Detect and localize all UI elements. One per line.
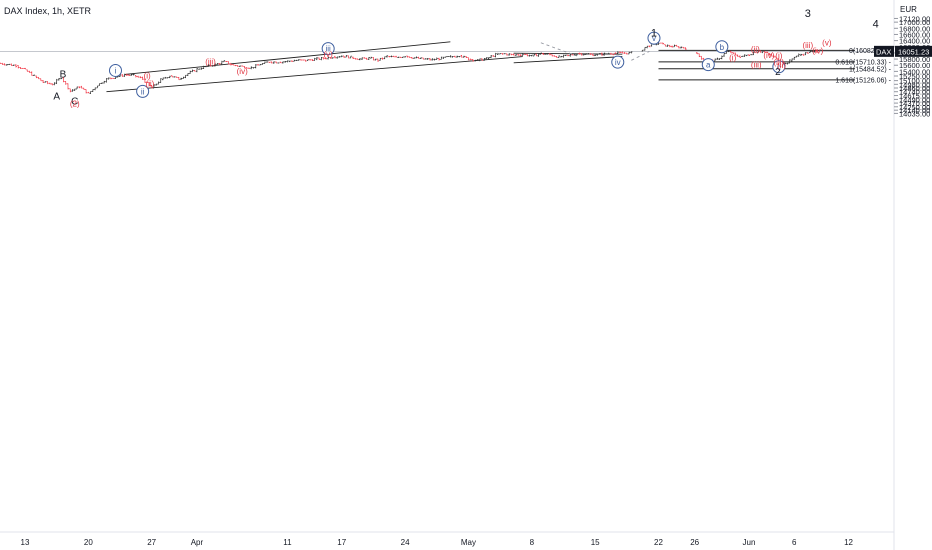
wave-label-circle	[701, 58, 715, 72]
wave-label: b	[720, 43, 725, 52]
y-tick-label: 16400.00	[899, 37, 930, 46]
wave-label: iv	[615, 58, 621, 67]
wave-letter-label: B	[60, 70, 67, 81]
price-tag-background	[895, 45, 932, 57]
sub-wave-label: (iii)	[205, 58, 216, 67]
wave-label-circle	[611, 55, 625, 69]
y-tick-label: 14860.00	[899, 84, 930, 93]
sub-wave-label: (iii)	[802, 41, 813, 50]
wave-degree-label: 3	[805, 8, 811, 20]
sub-wave-label: (iv)	[763, 51, 774, 60]
wave-label-circle	[109, 63, 122, 77]
x-tick-label: Jun	[743, 538, 756, 547]
sub-wave-label: (i)	[144, 72, 151, 81]
sub-wave-label: (iv)	[812, 46, 823, 55]
sub-wave-label: (v)	[324, 50, 334, 59]
wave-label-circle	[647, 31, 661, 45]
x-tick-label: 13	[21, 538, 30, 547]
trendline	[513, 56, 623, 64]
wave-degree-label: 1	[651, 28, 657, 40]
candles-layer	[0, 42, 818, 94]
x-tick-label: 6	[792, 538, 797, 547]
y-tick-label: 17000.00	[899, 18, 930, 27]
wave-labels-layer: ABC(2)iiiiiiivvabc1243(i)(ii)(iii)(iv)(v…	[53, 8, 878, 108]
y-tick-label: 15800.00	[899, 55, 930, 64]
wave-label: iii	[326, 45, 332, 54]
wave-degree-label: 4	[873, 18, 879, 30]
y-tick-label: 17120.00	[899, 14, 930, 23]
fib-level-label: 1.618(15126.06) -	[835, 77, 891, 84]
trendline	[124, 41, 451, 75]
time-axis[interactable]: 13 20 27 Apr 11 17 24 May 8 15 22 26 Jun 6 12	[21, 538, 854, 547]
x-tick-label: 11	[283, 538, 292, 547]
x-tick-label: 20	[84, 538, 93, 547]
wave-label: v	[652, 34, 656, 43]
sub-wave-label: (i)	[729, 54, 736, 63]
sub-wave-label: (ii)	[145, 79, 154, 88]
y-tick-label: 14250.00	[899, 103, 930, 112]
sub-wave-label: (i)	[775, 51, 782, 60]
sub-wave-label: (2)	[70, 99, 80, 108]
y-tick-label: 14980.00	[899, 80, 930, 89]
x-tick-label: May	[461, 538, 476, 547]
y-tick-label: 14615.00	[899, 92, 930, 101]
y-tick-label: 16800.00	[899, 24, 930, 33]
y-tick-label: 15600.00	[899, 61, 930, 70]
x-tick-label: 15	[591, 538, 600, 547]
x-tick-label: 22	[654, 538, 663, 547]
wave-label: i	[115, 66, 117, 75]
last-price-tag: DAX 16051.23	[874, 45, 932, 57]
wave-letter-label: A	[53, 91, 60, 102]
x-tick-label: 8	[530, 538, 535, 547]
x-tick-label: Apr	[191, 538, 204, 547]
last-price-value: 16051.23	[898, 47, 929, 56]
wave-label-circle	[715, 40, 729, 54]
trendline	[540, 42, 578, 57]
sub-wave-label: (ii)	[751, 45, 760, 54]
trendline	[106, 56, 523, 93]
wave-letter-label: 2	[775, 67, 781, 78]
x-tick-label: 12	[844, 538, 853, 547]
sub-wave-label: (v)	[822, 38, 832, 47]
fib-level-label: 0.618(15710.33) -	[835, 59, 891, 66]
x-tick-label: 26	[690, 538, 699, 547]
fib-level-label: 1(15484.52) -	[849, 66, 892, 73]
y-tick-label: 15400.00	[899, 67, 930, 76]
wave-label-circle	[772, 60, 786, 74]
x-tick-label: 17	[337, 538, 346, 547]
y-tick-label: 14035.00	[899, 109, 930, 118]
y-tick-label: 14140.00	[899, 106, 930, 115]
y-tick-label: 14370.00	[899, 99, 930, 108]
wave-label: c	[777, 63, 781, 72]
y-tick-label: 15250.00	[899, 72, 930, 81]
y-tick-label: 15100.00	[899, 77, 930, 86]
fib-level-label: 0(16082.55) -	[849, 48, 892, 55]
wave-label-circle	[136, 84, 150, 98]
drawing-layer[interactable]: 0(16082.55) - 0.618(15710.33) -1(15484.52…	[106, 41, 892, 93]
y-tick-label: 16600.00	[899, 30, 930, 39]
x-tick-label: 24	[401, 538, 410, 547]
wave-label-circle	[321, 42, 335, 56]
wave-label: a	[706, 61, 711, 70]
sub-wave-label: (ii)	[777, 61, 786, 70]
y-tick-label: 14740.00	[899, 88, 930, 97]
currency-label: EUR	[900, 5, 917, 14]
sub-wave-label: (iii)	[751, 60, 762, 69]
wave-letter-label: C	[71, 97, 78, 108]
symbol-tag: DAX	[876, 47, 891, 56]
sub-wave-label: (iv)	[237, 67, 248, 76]
symbol-tag-background	[874, 45, 894, 57]
wave-label: ii	[141, 87, 145, 96]
x-tick-label: 27	[147, 538, 156, 547]
y-tick-label: 14490.00	[899, 95, 930, 104]
sub-wave-label: (iii)	[774, 58, 785, 67]
chart-title: DAX Index, 1h, XETR	[4, 6, 92, 16]
price-axis[interactable]: 17120.0017000.0016800.0016600.0016400.00…	[894, 14, 930, 118]
